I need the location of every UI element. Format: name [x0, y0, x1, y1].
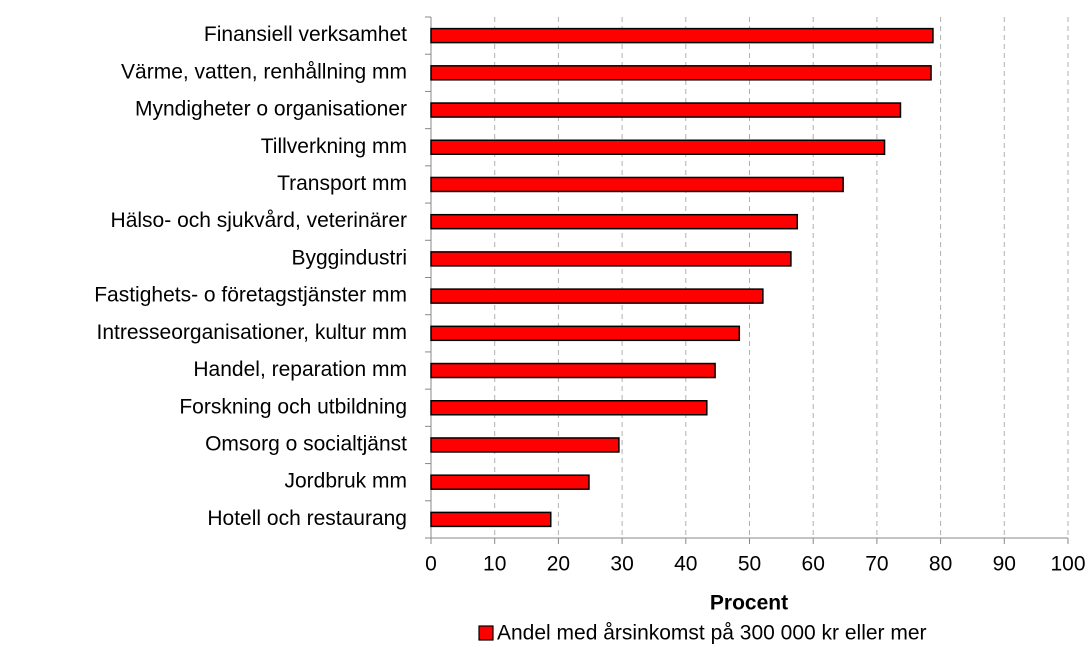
- legend-label: Andel med årsinkomst på 300 000 kr eller…: [497, 622, 927, 645]
- legend-swatch: [478, 625, 494, 641]
- bar: [430, 511, 552, 528]
- y-tick-label: Jordbruk mm: [284, 470, 407, 493]
- x-tick-label: 20: [547, 553, 570, 576]
- x-tick-label: 90: [993, 553, 1016, 576]
- bar: [430, 65, 932, 81]
- bar: [430, 139, 886, 155]
- y-tick-label: Handel, reparation mm: [193, 358, 407, 381]
- bar: [430, 362, 716, 379]
- y-tick-label: Intresseorganisationer, kultur mm: [97, 321, 407, 344]
- bar: [430, 325, 741, 342]
- y-tick-label: Myndigheter o organisationer: [135, 98, 407, 121]
- y-tick-label: Omsorg o socialtjänst: [205, 433, 407, 456]
- y-tick-label: Hotell och restaurang: [207, 507, 407, 530]
- x-tick-label: 80: [929, 553, 952, 576]
- bar: [430, 176, 844, 193]
- bar: [430, 251, 792, 267]
- bar: [430, 400, 708, 416]
- x-tick-label: 0: [425, 553, 437, 576]
- y-tick-label: Hälso- och sjukvård, veterinärer: [111, 209, 407, 232]
- y-tick-label: Fastighets- o företagstjänster mm: [94, 284, 407, 307]
- bar: [430, 102, 902, 118]
- x-tick-label: 10: [483, 553, 506, 576]
- bar: [430, 288, 764, 304]
- bar: [430, 213, 799, 230]
- x-tick-label: 40: [674, 553, 697, 576]
- bar: [430, 27, 934, 44]
- y-tick-label: Finansiell verksamhet: [204, 23, 407, 46]
- bar: [430, 474, 590, 490]
- y-tick-label: Värme, vatten, renhållning mm: [121, 60, 407, 83]
- x-tick-label: 50: [738, 553, 761, 576]
- x-tick-label: 100: [1050, 553, 1085, 576]
- x-tick-label: 30: [610, 553, 633, 576]
- x-tick-label: 60: [802, 553, 825, 576]
- x-axis-label: Procent: [710, 592, 788, 615]
- y-tick-label: Forskning och utbildning: [179, 395, 407, 418]
- y-tick-label: Tillverkning mm: [261, 135, 407, 158]
- x-tick-label: 70: [865, 553, 888, 576]
- y-tick-label: Transport mm: [277, 172, 407, 195]
- bar: [430, 437, 620, 453]
- y-tick-label: Byggindustri: [291, 246, 407, 269]
